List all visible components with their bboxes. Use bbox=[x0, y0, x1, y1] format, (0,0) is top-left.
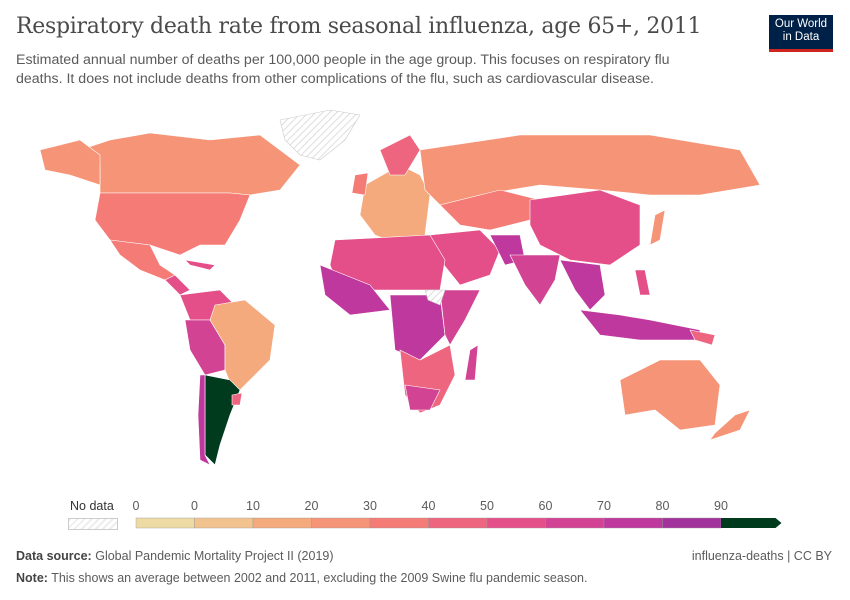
australia[interactable] bbox=[619, 359, 721, 431]
indonesia[interactable] bbox=[579, 309, 701, 341]
color-legend: No data 0 0 10 20 30 40 50 60 70 80 90 bbox=[0, 495, 850, 535]
central-africa[interactable] bbox=[389, 294, 446, 361]
legend-tick-label: 0 bbox=[191, 499, 198, 513]
note-line: Note: This shows an average between 2002… bbox=[16, 571, 587, 585]
legend-bar bbox=[135, 517, 782, 529]
legend-bin[interactable] bbox=[369, 517, 429, 529]
logo-text: Our World in Data bbox=[774, 18, 828, 43]
chile[interactable] bbox=[197, 374, 211, 466]
legend-bin[interactable] bbox=[662, 517, 722, 529]
scandinavia[interactable] bbox=[379, 134, 421, 176]
south-africa[interactable] bbox=[404, 384, 441, 411]
papua-new-guinea[interactable] bbox=[689, 329, 716, 346]
legend-tick-label: 0 bbox=[132, 499, 140, 513]
madagascar[interactable] bbox=[464, 344, 479, 381]
usa[interactable] bbox=[94, 192, 251, 256]
legend-bin[interactable] bbox=[486, 517, 546, 529]
owid-logo[interactable]: Our World in Data bbox=[769, 15, 833, 52]
legend-bin[interactable] bbox=[311, 517, 371, 529]
philippines[interactable] bbox=[634, 269, 651, 296]
source-line: Data source: Global Pandemic Mortality P… bbox=[16, 549, 334, 563]
alaska[interactable] bbox=[39, 139, 101, 186]
legend-bin[interactable] bbox=[428, 517, 488, 529]
chart-slug[interactable]: influenza-deaths | CC BY bbox=[691, 549, 832, 563]
india[interactable] bbox=[509, 254, 561, 306]
source-text[interactable]: Global Pandemic Mortality Project II (20… bbox=[95, 549, 334, 563]
subtitle: Estimated annual number of deaths per 10… bbox=[16, 52, 670, 87]
page-title: Respiratory death rate from seasonal inf… bbox=[16, 14, 702, 39]
legend-bin[interactable] bbox=[603, 517, 663, 529]
japan[interactable] bbox=[649, 209, 666, 246]
no-data-swatch bbox=[68, 518, 118, 530]
caribbean[interactable] bbox=[184, 259, 216, 271]
legend-bin[interactable] bbox=[252, 517, 312, 529]
legend-tick-label: 80 bbox=[655, 499, 670, 513]
note-text: This shows an average between 2002 and 2… bbox=[51, 571, 588, 585]
uruguay[interactable] bbox=[231, 392, 243, 406]
uk[interactable] bbox=[351, 172, 369, 196]
legend-tick-label: 90 bbox=[714, 499, 728, 513]
southeast-asia[interactable] bbox=[559, 259, 606, 311]
legend-bin[interactable] bbox=[721, 518, 782, 528]
argentina[interactable] bbox=[204, 374, 241, 466]
greenland[interactable] bbox=[279, 109, 361, 161]
no-data-label: No data bbox=[70, 499, 114, 513]
new-zealand[interactable] bbox=[709, 409, 751, 441]
legend-bin[interactable] bbox=[194, 517, 254, 529]
legend-tick-label: 70 bbox=[597, 499, 611, 513]
somalia[interactable] bbox=[424, 289, 446, 306]
brazil[interactable] bbox=[209, 299, 276, 396]
note-label: Note: bbox=[16, 571, 48, 585]
legend-bin[interactable] bbox=[135, 517, 195, 529]
legend-tick-label: 60 bbox=[538, 499, 553, 513]
east-africa[interactable] bbox=[439, 289, 481, 346]
legend-bin[interactable] bbox=[545, 517, 605, 529]
canada[interactable] bbox=[79, 132, 301, 196]
europe[interactable] bbox=[359, 164, 431, 246]
source-label: Data source: bbox=[16, 549, 92, 563]
legend-tick-label: 20 bbox=[304, 499, 319, 513]
legend-tick-label: 50 bbox=[480, 499, 494, 513]
china[interactable] bbox=[529, 189, 641, 266]
legend-tick-label: 30 bbox=[363, 499, 377, 513]
legend-tick-label: 40 bbox=[421, 499, 436, 513]
west-africa[interactable] bbox=[319, 264, 391, 316]
central-america[interactable] bbox=[164, 274, 191, 296]
world-map bbox=[39, 109, 761, 466]
legend-tick-label: 10 bbox=[246, 499, 260, 513]
